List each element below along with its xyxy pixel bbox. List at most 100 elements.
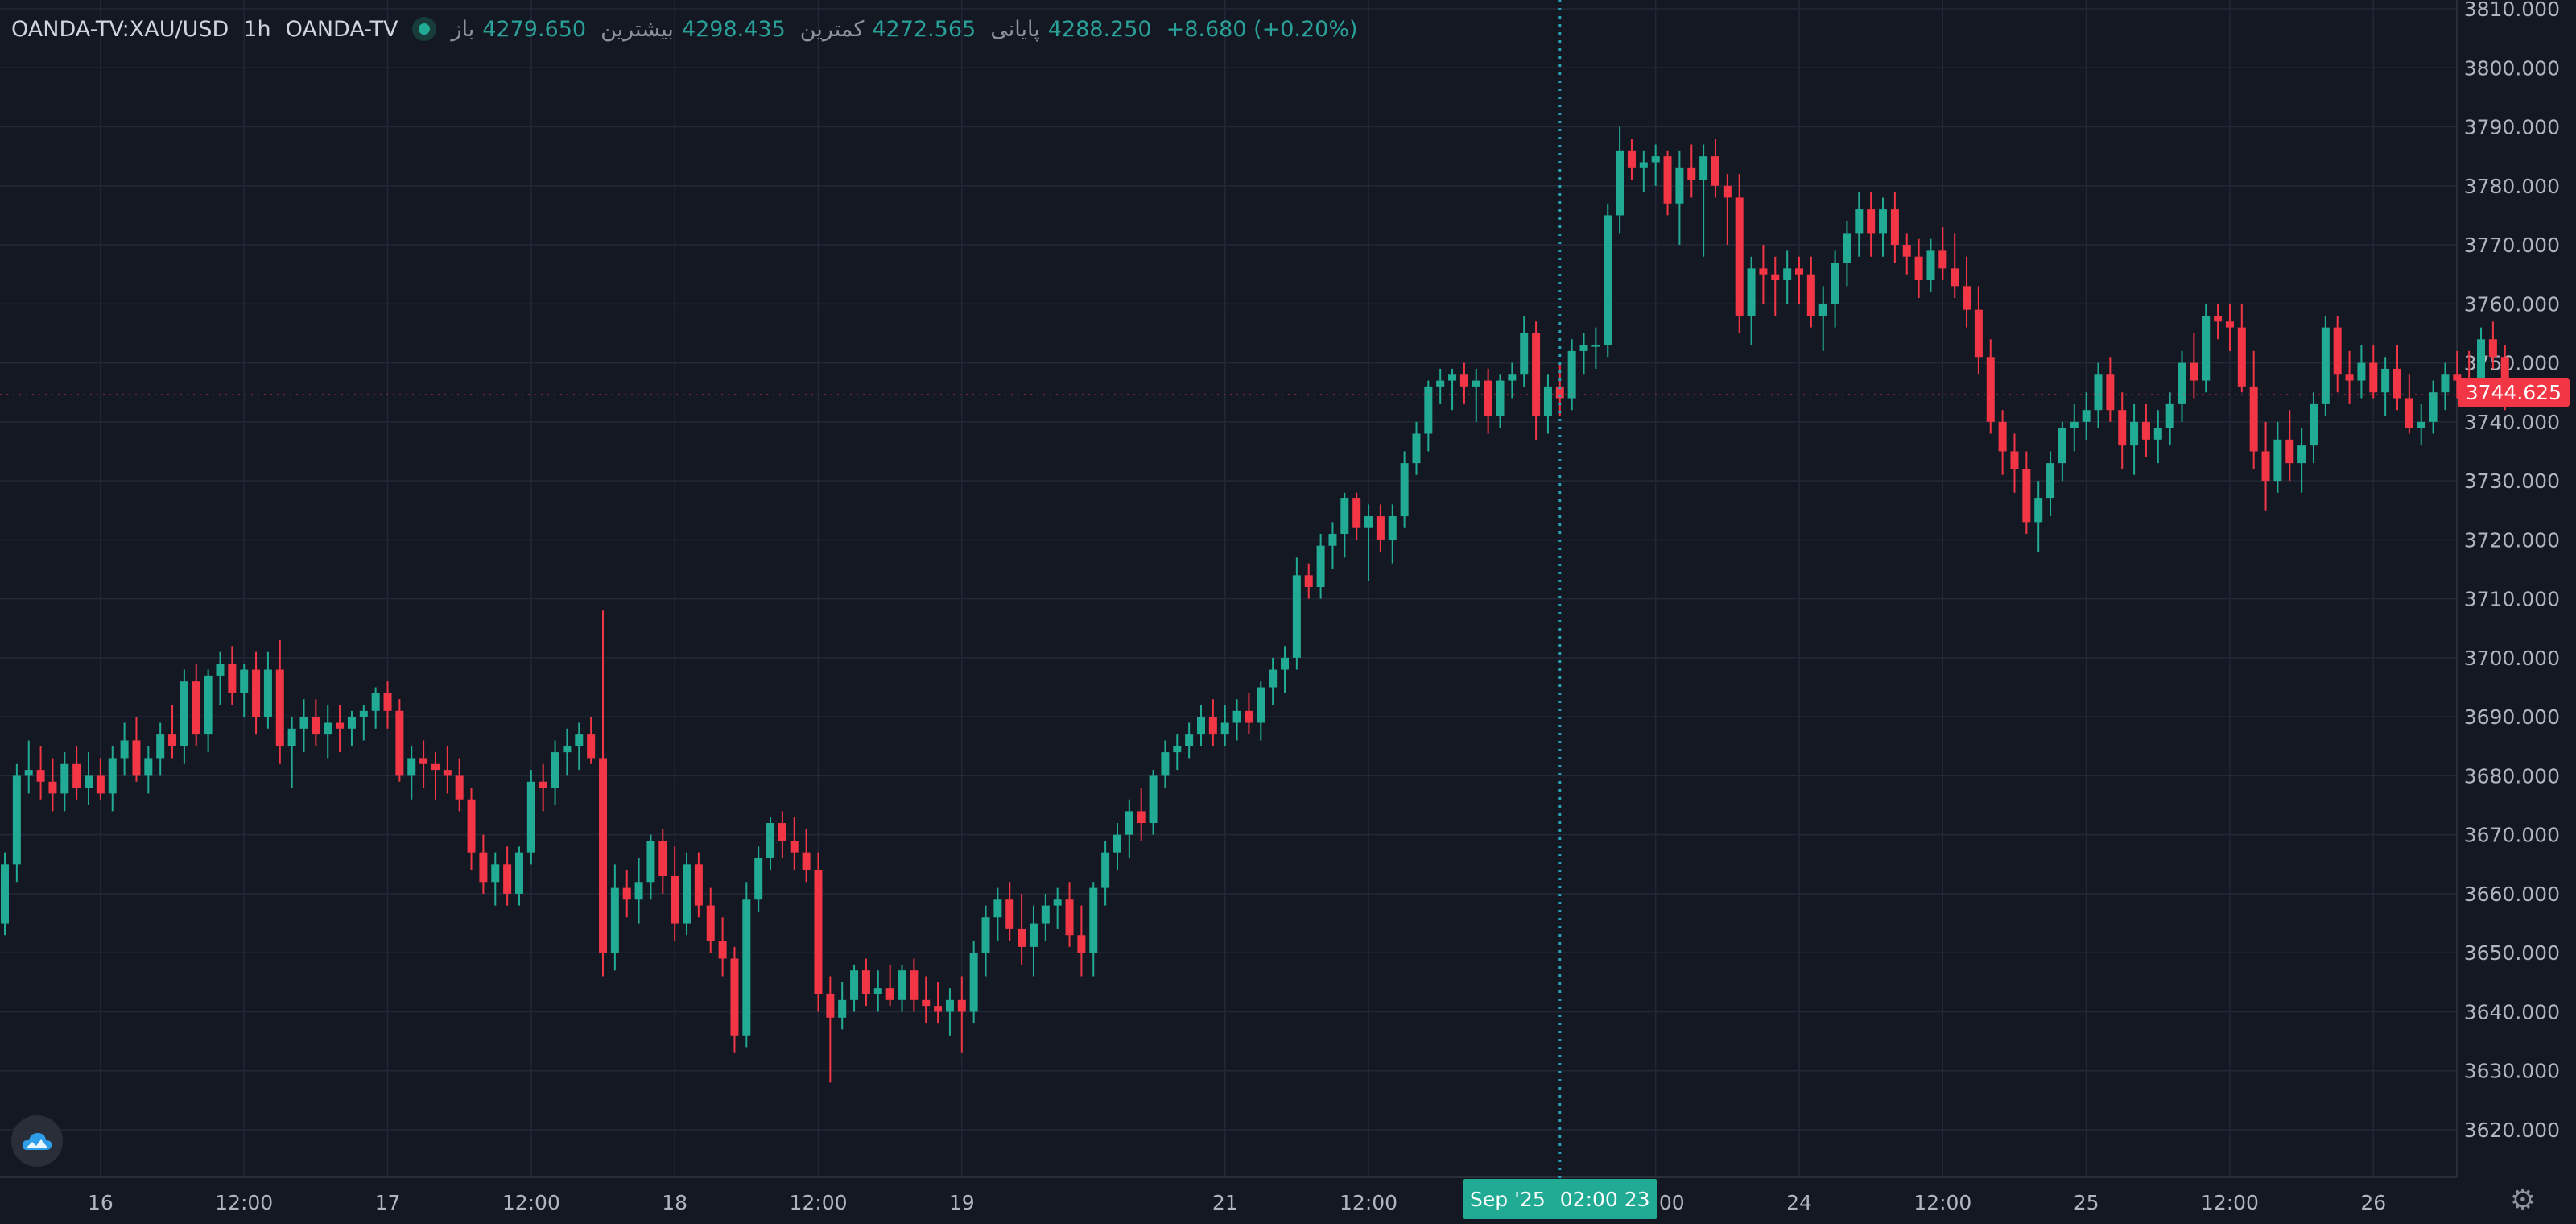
y-tick-label: 3810.000 [2464, 0, 2560, 21]
candle-body [1220, 722, 1229, 735]
candle-body [2070, 421, 2079, 428]
candle-body [934, 1006, 943, 1012]
candle-body [419, 758, 428, 764]
candle-body [1364, 516, 1373, 528]
y-tick-label: 3630.000 [2464, 1060, 2560, 1083]
candle-body [1436, 380, 1445, 387]
candle-body [1818, 304, 1827, 316]
candle-body [587, 734, 596, 759]
candle-body [1759, 268, 1768, 275]
candle-body [479, 852, 488, 883]
candle-body [275, 669, 284, 746]
gear-icon[interactable]: ⚙ [2509, 1184, 2536, 1217]
candle-body [2453, 374, 2462, 381]
candle-body [790, 841, 799, 853]
candle-body [1520, 333, 1529, 375]
candle-body [1459, 374, 1468, 387]
candle-body [192, 681, 200, 735]
candle-body [1005, 899, 1014, 929]
x-tick-label: 18 [662, 1191, 687, 1214]
candle-body [1232, 710, 1241, 723]
candle-body [2237, 327, 2246, 387]
candle-body [455, 775, 464, 800]
candle-body [1208, 717, 1217, 735]
cloud-logo-icon[interactable] [11, 1115, 63, 1167]
candle-body [1687, 167, 1696, 180]
candle-body [1472, 380, 1480, 387]
open-group: باز 4279.650 [451, 17, 586, 42]
candle-body [1532, 333, 1541, 416]
y-tick-label: 3760.000 [2464, 292, 2560, 316]
candle-body [336, 722, 345, 729]
y-tick-label: 3640.000 [2464, 1000, 2560, 1023]
y-tick-label: 3680.000 [2464, 764, 2560, 788]
candle-body [2190, 362, 2198, 381]
candle-body [802, 852, 811, 870]
candle-body [526, 781, 535, 853]
candle-body [2273, 439, 2282, 482]
candle-body [1412, 433, 1421, 464]
candle-body [754, 858, 763, 900]
candle-body [993, 899, 1002, 918]
close-group: پایانی 4288.250 [990, 17, 1151, 42]
candle-body [1735, 197, 1744, 316]
high-value: 4298.435 [681, 16, 786, 42]
candle-body [1257, 687, 1265, 723]
candle-body [347, 717, 356, 729]
candle-body [431, 763, 440, 771]
candle-body [1173, 746, 1182, 753]
x-tick-label: 21 [1212, 1191, 1238, 1214]
candle-body [1, 864, 9, 924]
y-tick-label: 3740.000 [2464, 411, 2560, 434]
candle-body [2130, 421, 2139, 446]
candle-body [24, 770, 33, 776]
crosshair-time-label: Sep '25 02:00 23 [1463, 1179, 1657, 1219]
symbol-label[interactable]: OANDA-TV:XAU/USD [11, 16, 229, 42]
candle-body [814, 870, 823, 994]
candle-body [72, 763, 81, 788]
candle-body [383, 693, 392, 711]
candle-body [1292, 575, 1301, 658]
candle-body [1771, 274, 1780, 281]
candle-body [180, 681, 188, 746]
candle-body [1951, 268, 1959, 287]
market-status-icon [412, 17, 437, 41]
candle-body [1197, 717, 1205, 735]
candle-body [1902, 245, 1911, 257]
interval-label[interactable]: 1h [243, 16, 271, 42]
candle-body [514, 852, 523, 894]
candle-body [1424, 386, 1433, 434]
y-tick-label: 3790.000 [2464, 116, 2560, 139]
candle-body [1496, 380, 1505, 416]
candle-body [1555, 386, 1564, 399]
candle-body [694, 864, 703, 906]
candle-body [838, 999, 847, 1018]
candle-body [132, 740, 141, 776]
candle-body [2202, 315, 2211, 381]
candle-body [2285, 439, 2294, 464]
candle-body [1914, 256, 1923, 281]
candle-body [910, 970, 919, 1000]
candle-body [491, 864, 500, 883]
candle-body [2297, 445, 2306, 464]
candle-body [1269, 669, 1278, 688]
candle-body [1579, 345, 1588, 351]
candle-body [1604, 215, 1612, 345]
candle-body [1843, 233, 1852, 263]
candle-body [1388, 516, 1397, 540]
candle-body [1149, 775, 1158, 824]
candle-body [2488, 339, 2497, 358]
candle-body [646, 841, 655, 883]
source-label: OANDA-TV [285, 16, 398, 42]
candle-body [945, 999, 954, 1012]
candle-body [2405, 398, 2413, 428]
x-tick-label: 25 [2074, 1191, 2099, 1214]
legend: OANDA-TV:XAU/USD 1h OANDA-TV باز 4279.65… [11, 11, 1358, 47]
candle-body [287, 728, 296, 746]
candle-body [563, 746, 572, 753]
candle-body [2010, 451, 2019, 469]
x-tick-label: 24 [1786, 1191, 1812, 1214]
candle-body [1340, 498, 1349, 535]
